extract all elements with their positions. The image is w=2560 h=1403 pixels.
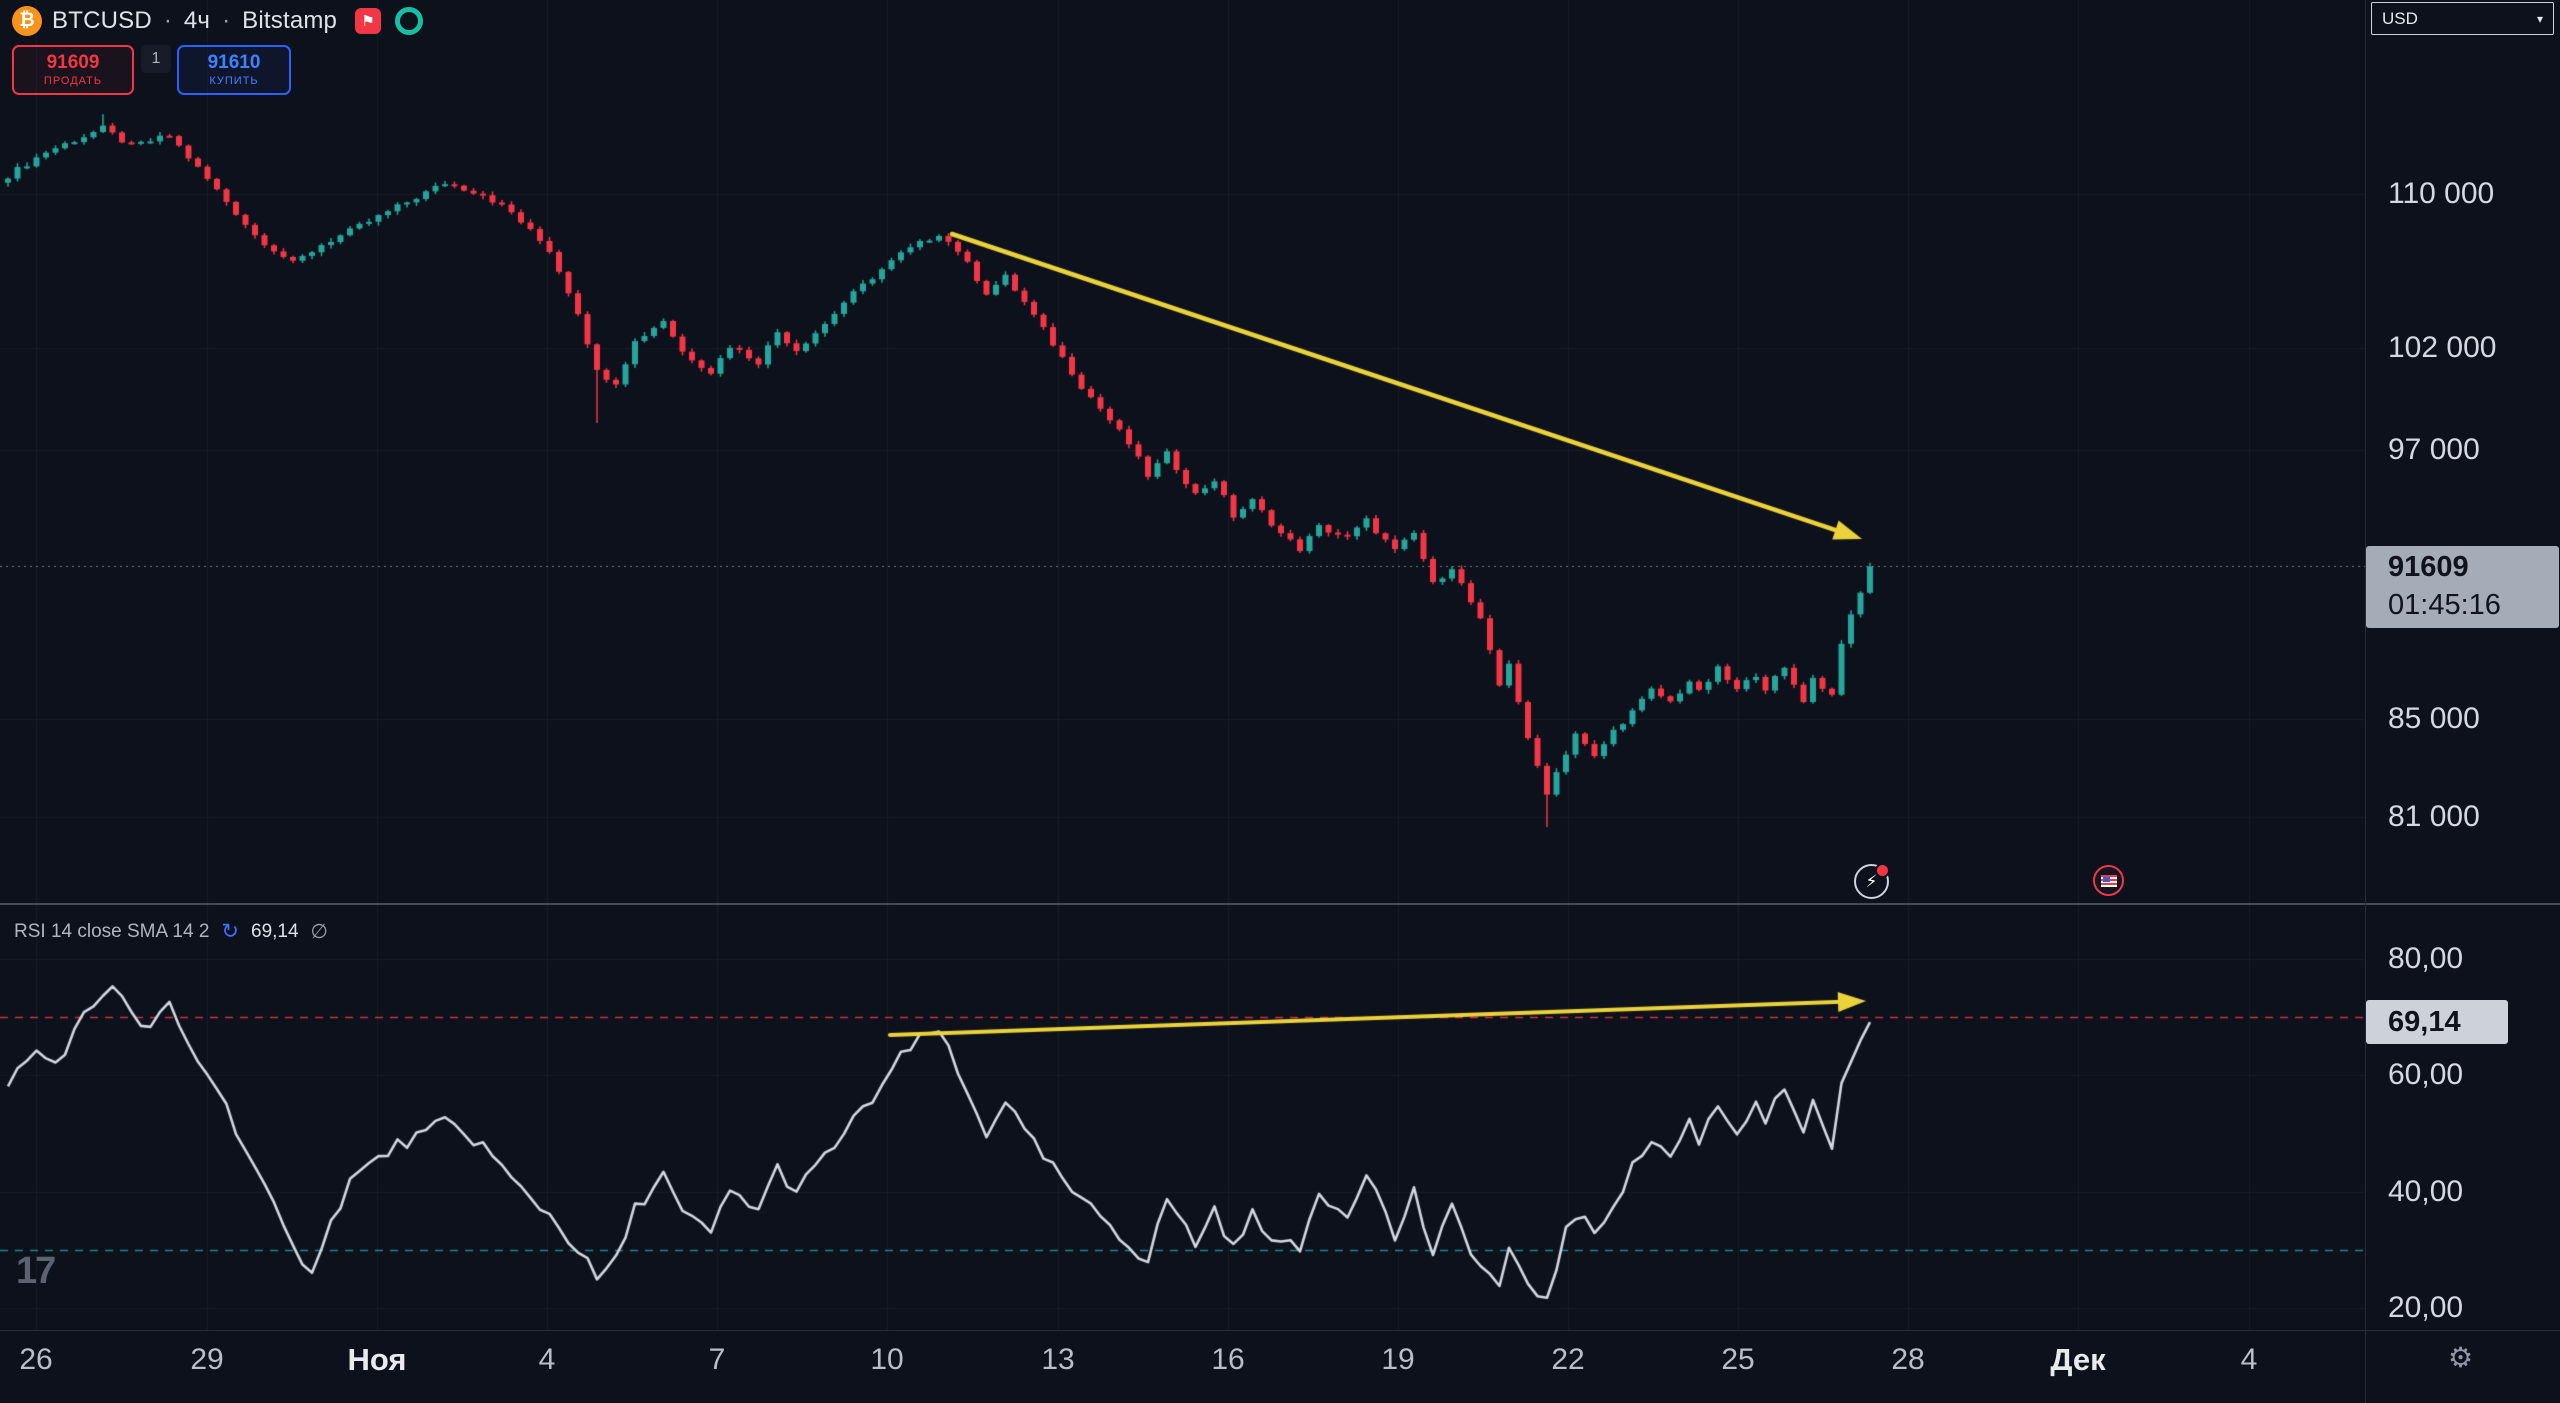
rsi-value-tag: 69,14 xyxy=(2366,1000,2508,1044)
spread-value: 1 xyxy=(141,45,171,73)
time-axis-label: 4 xyxy=(2240,1343,2258,1376)
price-axis-border xyxy=(2365,0,2366,1403)
sell-label: ПРОДАТЬ xyxy=(43,75,103,88)
time-axis-label: 10 xyxy=(870,1343,904,1376)
btc-logo-icon: ₿ xyxy=(12,6,42,36)
price-axis-label: 81 000 xyxy=(2388,800,2480,833)
refresh-icon[interactable]: ↻ xyxy=(221,920,239,943)
lightning-icon: ⚡ xyxy=(1865,871,1878,891)
notification-dot xyxy=(1875,863,1890,878)
average-icon: ∅ xyxy=(310,921,328,943)
exchange-label[interactable]: Bitstamp xyxy=(242,7,338,34)
countdown-timer: 01:45:16 xyxy=(2388,589,2501,621)
price-axis[interactable]: USD ▾ 110 000 102 000 97 000 85 000 81 000 80… xyxy=(2365,0,2560,1403)
chart-canvas[interactable] xyxy=(0,0,2365,1330)
symbol-name[interactable]: BTCUSD xyxy=(52,7,152,34)
time-axis-label: 29 xyxy=(190,1343,224,1376)
last-price-tag: 91609 01:45:16 xyxy=(2366,546,2559,628)
sell-price: 91609 xyxy=(46,51,100,73)
indicator-title[interactable]: RSI 14 close SMA 14 2 xyxy=(14,920,210,942)
time-axis-label: 22 xyxy=(1551,1343,1585,1376)
buy-price: 91610 xyxy=(207,51,261,73)
interval-label[interactable]: 4ч xyxy=(183,7,211,34)
price-axis-label: 110 000 xyxy=(2388,177,2495,210)
flag-icon[interactable]: ⚑ xyxy=(355,8,382,34)
tradingview-logo: 17 xyxy=(16,1250,56,1292)
symbol-header[interactable]: ₿ BTCUSD · 4ч · Bitstamp ⚑ xyxy=(12,4,424,38)
rsi-axis-label: 20,00 xyxy=(2388,1291,2464,1324)
rsi-axis-label: 40,00 xyxy=(2388,1175,2464,1208)
time-axis-label: 28 xyxy=(1891,1343,1925,1376)
indicator-value: 69,14 xyxy=(251,920,299,942)
time-axis-label: Ноя xyxy=(347,1342,407,1377)
time-axis-label: 7 xyxy=(708,1343,726,1376)
price-axis-label: 97 000 xyxy=(2388,433,2480,466)
indicator-legend[interactable]: RSI 14 close SMA 14 2 ↻ 69,14 ∅ xyxy=(14,919,328,944)
time-axis-label: 26 xyxy=(19,1343,53,1376)
lightning-badge[interactable]: ⚡ xyxy=(1854,863,1890,899)
buy-label: КУПИТЬ xyxy=(209,75,259,88)
rsi-axis-label: 60,00 xyxy=(2388,1058,2464,1091)
time-axis-label: 16 xyxy=(1211,1343,1245,1376)
time-axis[interactable]: 26 29 Ноя 4 7 10 13 16 19 22 25 28 Дек 4 ⚙ xyxy=(0,1331,2560,1403)
gear-icon[interactable]: ⚙ xyxy=(2448,1342,2474,1373)
time-axis-label: Дек xyxy=(2050,1342,2106,1377)
separator-dot: · xyxy=(222,7,231,34)
separator-dot: · xyxy=(163,7,172,34)
market-status-icon xyxy=(395,7,424,35)
price-axis-label: 85 000 xyxy=(2388,702,2480,735)
economic-event-badge[interactable] xyxy=(2093,865,2124,896)
price-axis-label: 102 000 xyxy=(2388,331,2497,364)
time-axis-border xyxy=(0,1330,2560,1331)
sell-button[interactable]: 91609 ПРОДАТЬ xyxy=(12,45,134,95)
us-flag-union xyxy=(2103,877,2110,882)
pane-separator[interactable] xyxy=(0,903,2560,905)
time-axis-label: 19 xyxy=(1381,1343,1415,1376)
currency-select[interactable]: USD ▾ xyxy=(2371,2,2554,35)
rsi-axis-label: 80,00 xyxy=(2388,942,2464,975)
last-price: 91609 xyxy=(2388,551,2469,583)
chevron-down-icon: ▾ xyxy=(2536,11,2543,26)
time-axis-label: 13 xyxy=(1041,1343,1075,1376)
currency-value: USD xyxy=(2382,8,2418,28)
time-axis-label: 25 xyxy=(1721,1343,1755,1376)
buy-button[interactable]: 91610 КУПИТЬ xyxy=(177,45,291,95)
time-axis-label: 4 xyxy=(538,1343,556,1376)
